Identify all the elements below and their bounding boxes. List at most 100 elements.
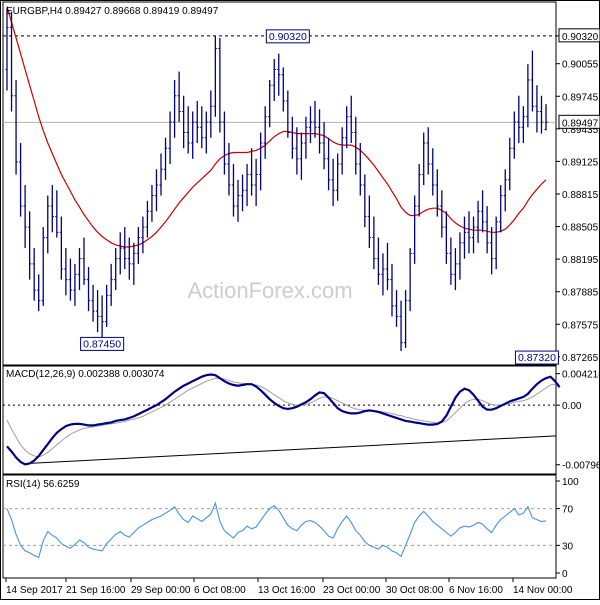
ohlc-bar: [177, 71, 181, 123]
ohlc-bar: [363, 174, 367, 228]
ohlc-bar: [86, 267, 91, 312]
ohlc-bar: [68, 258, 73, 301]
ohlc-bar: [105, 284, 109, 327]
ohlc-bar: [37, 274, 41, 312]
price-header-low: 0.89419: [143, 6, 182, 17]
ohlc-bar: [290, 116, 294, 159]
ohlc-bar: [209, 90, 213, 138]
ohlc-bar: [240, 174, 245, 212]
ohlc-bar: [308, 106, 313, 144]
ohlc-bar: [345, 106, 349, 149]
ohlc-bar: [204, 111, 208, 154]
ohlc-bar: [77, 248, 82, 291]
watermark: ActionForex.com: [187, 278, 352, 303]
ohlc-bar: [431, 148, 435, 196]
ohlc-bar: [123, 227, 127, 270]
ohlc-bar: [82, 237, 86, 285]
rsi-y-tick-label: 30: [562, 541, 574, 552]
ohlc-bar: [136, 227, 140, 264]
ohlc-bar: [499, 185, 503, 233]
ohlc-bar: [471, 216, 476, 254]
ohlc-bar: [408, 248, 412, 312]
ohlc-bar: [118, 232, 122, 275]
ohlc-bar: [530, 50, 535, 112]
ohlc-bar: [295, 127, 299, 175]
ohlc-bar: [508, 137, 512, 191]
resistance-price-box: [558, 28, 600, 43]
price-y-tick-label: 0.87885: [562, 288, 599, 299]
ohlc-bar: [340, 127, 344, 175]
price-y-tick-label: 0.87575: [562, 320, 599, 331]
ohlc-bar: [372, 216, 376, 270]
macd-label: MACD(12,26,9) 0.002388 0.003074: [6, 369, 165, 380]
ohlc-bar: [254, 158, 258, 207]
x-tick-label: 14 Sep 2017: [6, 585, 63, 596]
ohlc-bar: [376, 237, 381, 285]
ohlc-bar: [381, 253, 385, 296]
price-annotation-label: 0.90320: [269, 31, 307, 43]
ohlc-bar: [322, 122, 326, 170]
ohlc-bar: [46, 195, 50, 254]
ohlc-bar: [268, 79, 272, 128]
ohlc-bar: [263, 106, 267, 159]
x-tick-label: 29 Sep 00:00: [131, 585, 191, 596]
price-panel-frame: [2, 1, 557, 366]
ohlc-bar: [18, 143, 23, 217]
x-tick-label: 30 Oct 08:00: [386, 585, 444, 596]
ohlc-bar: [503, 169, 507, 212]
ohlc-bar: [145, 200, 150, 238]
ohlc-bar: [213, 35, 217, 117]
ohlc-bar: [236, 179, 240, 222]
ohlc-bar: [413, 195, 417, 264]
moving-average-line: [6, 6, 547, 248]
x-tick-label: 6 Nov 16:00: [449, 585, 503, 596]
ohlc-bar: [132, 242, 136, 285]
macd-y-tick-label: -0.007963: [562, 461, 600, 472]
ohlc-bar: [32, 248, 36, 301]
macd-y-tick-label: 0.00: [562, 401, 582, 412]
macd-signal-line: [6, 377, 560, 458]
ohlc-bar: [272, 58, 276, 101]
price-header-close: 0.89497: [182, 6, 219, 17]
ohlc-bar: [109, 263, 113, 306]
ohlc-bar: [141, 216, 145, 254]
ohlc-bar: [64, 248, 68, 296]
ohlc-bar: [259, 132, 263, 191]
ohlc-bar: [195, 100, 199, 144]
ohlc-bar: [467, 211, 471, 254]
ohlc-bar: [453, 248, 458, 291]
ohlc-bar: [222, 111, 227, 175]
ohlc-bar: [326, 137, 331, 191]
macd-y-tick-label: 0.004218: [562, 370, 600, 381]
ohlc-bar: [403, 290, 408, 348]
ohlc-bar: [218, 37, 222, 133]
ohlc-bar: [494, 216, 498, 270]
price-y-tick-label: 0.89745: [562, 92, 599, 103]
current-price-label: 0.89497: [562, 118, 599, 129]
ohlc-bar: [55, 190, 59, 238]
ohlc-bar: [59, 216, 63, 280]
price-header-open: 0.89427: [65, 6, 104, 17]
ohlc-bar: [422, 132, 426, 186]
price-y-tick-label: 0.87265: [562, 353, 599, 364]
rsi-line: [6, 501, 547, 559]
x-tick-label: 6 Oct 08:00: [194, 585, 246, 596]
ohlc-bar: [358, 143, 362, 196]
ohlc-bar: [172, 79, 177, 138]
ohlc-bar: [299, 132, 304, 180]
x-tick-label: 14 Nov 00:00: [513, 585, 573, 596]
ohlc-bar: [485, 206, 489, 254]
price-y-tick-label: 0.88195: [562, 255, 599, 266]
ohlc-bar: [435, 169, 439, 217]
ohlc-bar: [444, 211, 448, 264]
ohlc-bar: [462, 216, 467, 259]
ohlc-bar: [476, 200, 480, 243]
price-y-tick-label: 0.88505: [562, 223, 599, 234]
ohlc-bar: [539, 95, 544, 134]
ohlc-bar: [458, 232, 462, 280]
ohlc-bar: [512, 111, 516, 159]
ohlc-bar: [480, 190, 485, 233]
rsi-panel-frame: [2, 474, 557, 579]
ohlc-bar: [286, 90, 290, 138]
ohlc-bar: [23, 185, 27, 249]
